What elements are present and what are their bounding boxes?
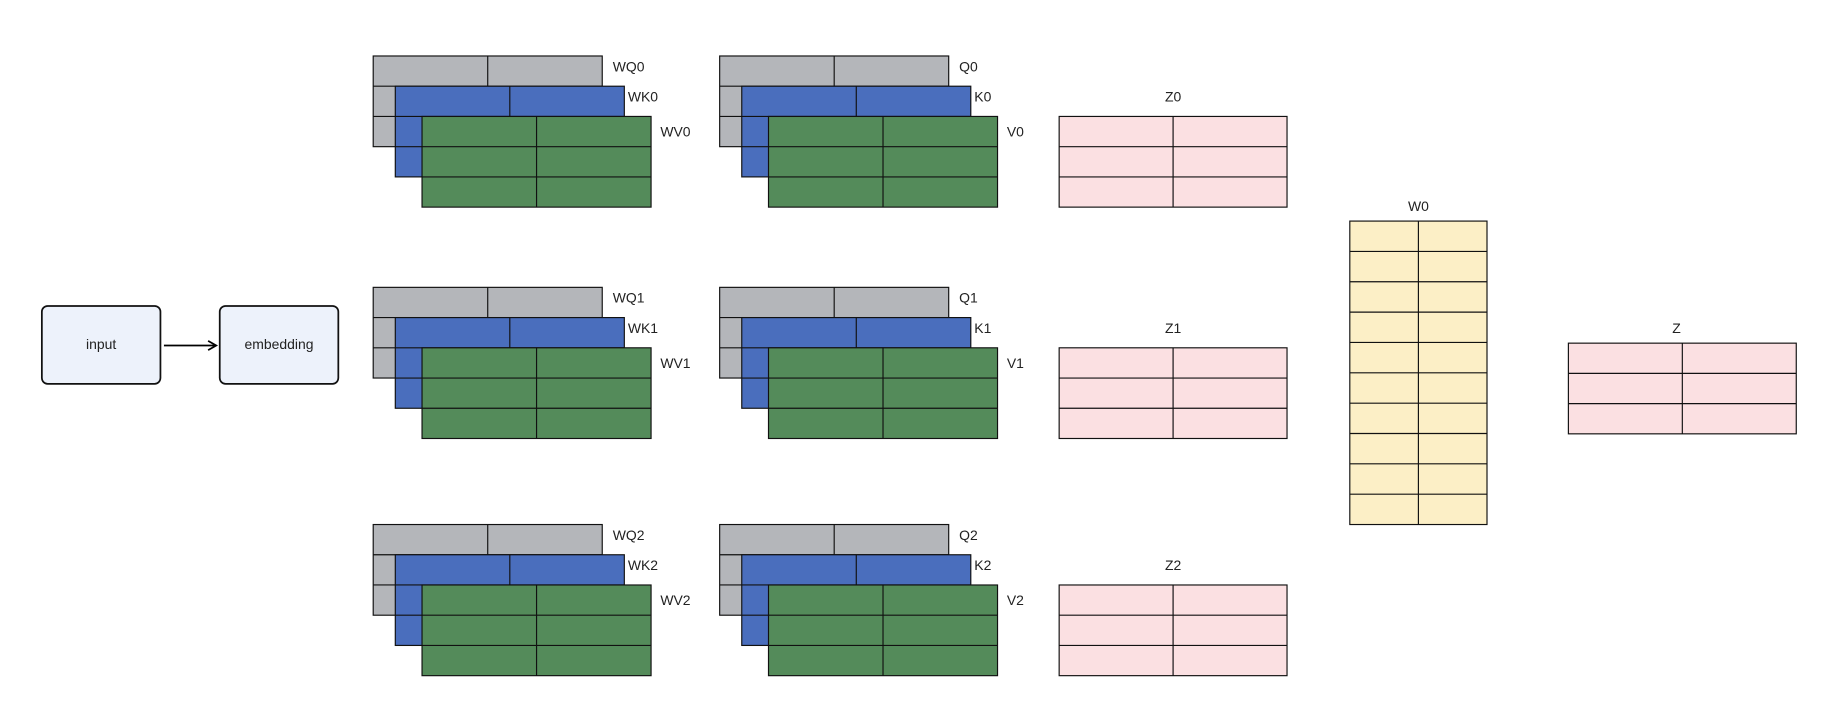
matrix-label: Q0 [959, 58, 978, 74]
z-label: Z0 [1165, 89, 1182, 105]
matrix-label: WK0 [628, 89, 658, 105]
matrix-label: WQ0 [613, 58, 645, 74]
matrix-label: K2 [974, 557, 991, 573]
matrix-label: WK2 [628, 557, 658, 573]
input-box [40, 305, 162, 385]
matrix-label: Q1 [959, 290, 978, 306]
input-label: input [86, 336, 116, 352]
w0-label: W0 [1408, 198, 1429, 214]
matrix-label: V2 [1007, 592, 1024, 608]
matrix-label: WQ1 [613, 290, 645, 306]
z-out-label: Z [1672, 320, 1681, 336]
matrix-label: V0 [1007, 123, 1024, 139]
matrix-label: WQ2 [613, 527, 645, 543]
z-label: Z2 [1165, 557, 1182, 573]
matrix-label: WV2 [660, 592, 690, 608]
matrix-label: Q2 [959, 527, 978, 543]
matrix-label: WK1 [628, 320, 658, 336]
embedding-box [218, 305, 340, 385]
z-label: Z1 [1165, 320, 1182, 336]
embedding-label: embedding [245, 336, 314, 352]
matrix-label: K1 [974, 320, 991, 336]
matrix-label: WV0 [660, 123, 690, 139]
matrix-label: V1 [1007, 355, 1024, 371]
matrix-label: WV1 [660, 355, 690, 371]
matrix-label: K0 [974, 89, 991, 105]
